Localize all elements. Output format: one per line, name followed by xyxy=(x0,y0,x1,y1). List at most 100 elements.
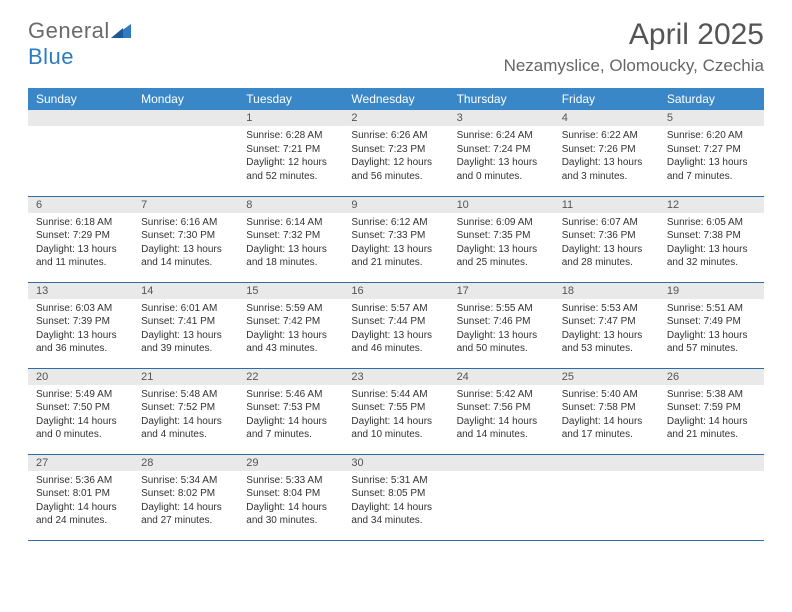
sunrise-line: Sunrise: 6:14 AM xyxy=(246,216,335,230)
day-details: Sunrise: 6:28 AMSunset: 7:21 PMDaylight:… xyxy=(238,126,343,187)
calendar-day-cell: 29Sunrise: 5:33 AMSunset: 8:04 PMDayligh… xyxy=(238,454,343,540)
daylight-line: Daylight: 13 hours and 46 minutes. xyxy=(351,329,440,356)
sunrise-line: Sunrise: 5:48 AM xyxy=(141,388,230,402)
day-number: 12 xyxy=(659,197,764,213)
sunset-line: Sunset: 7:49 PM xyxy=(667,315,756,329)
calendar-day-cell: 2Sunrise: 6:26 AMSunset: 7:23 PMDaylight… xyxy=(343,110,448,196)
calendar-table: SundayMondayTuesdayWednesdayThursdayFrid… xyxy=(28,88,764,541)
sunset-line: Sunset: 7:23 PM xyxy=(351,143,440,157)
calendar-day-cell: 30Sunrise: 5:31 AMSunset: 8:05 PMDayligh… xyxy=(343,454,448,540)
daylight-line: Daylight: 13 hours and 32 minutes. xyxy=(667,243,756,270)
day-number: 25 xyxy=(554,369,659,385)
calendar-day-cell: 21Sunrise: 5:48 AMSunset: 7:52 PMDayligh… xyxy=(133,368,238,454)
daylight-line: Daylight: 14 hours and 34 minutes. xyxy=(351,501,440,528)
daylight-line: Daylight: 13 hours and 21 minutes. xyxy=(351,243,440,270)
calendar-day-cell: 5Sunrise: 6:20 AMSunset: 7:27 PMDaylight… xyxy=(659,110,764,196)
daylight-line: Daylight: 13 hours and 0 minutes. xyxy=(457,156,546,183)
day-number: 26 xyxy=(659,369,764,385)
daylight-line: Daylight: 13 hours and 18 minutes. xyxy=(246,243,335,270)
day-details: Sunrise: 5:53 AMSunset: 7:47 PMDaylight:… xyxy=(554,299,659,360)
sunset-line: Sunset: 8:01 PM xyxy=(36,487,125,501)
day-number: 4 xyxy=(554,110,659,126)
day-number: 22 xyxy=(238,369,343,385)
day-number: 10 xyxy=(449,197,554,213)
daylight-line: Daylight: 13 hours and 53 minutes. xyxy=(562,329,651,356)
calendar-day-cell: 20Sunrise: 5:49 AMSunset: 7:50 PMDayligh… xyxy=(28,368,133,454)
logo-triangle-icon xyxy=(111,24,131,38)
day-number: 3 xyxy=(449,110,554,126)
calendar-day-cell: 15Sunrise: 5:59 AMSunset: 7:42 PMDayligh… xyxy=(238,282,343,368)
day-number: 9 xyxy=(343,197,448,213)
day-details: Sunrise: 6:14 AMSunset: 7:32 PMDaylight:… xyxy=(238,213,343,274)
day-number: 21 xyxy=(133,369,238,385)
weekday-header: Wednesday xyxy=(343,88,448,110)
sunset-line: Sunset: 7:42 PM xyxy=(246,315,335,329)
weekday-header: Friday xyxy=(554,88,659,110)
sunset-line: Sunset: 7:32 PM xyxy=(246,229,335,243)
sunset-line: Sunset: 7:53 PM xyxy=(246,401,335,415)
calendar-day-cell: 14Sunrise: 6:01 AMSunset: 7:41 PMDayligh… xyxy=(133,282,238,368)
day-details: Sunrise: 5:34 AMSunset: 8:02 PMDaylight:… xyxy=(133,471,238,532)
day-number: 16 xyxy=(343,283,448,299)
sunset-line: Sunset: 7:44 PM xyxy=(351,315,440,329)
day-number: 1 xyxy=(238,110,343,126)
sunset-line: Sunset: 7:38 PM xyxy=(667,229,756,243)
day-number: 30 xyxy=(343,455,448,471)
calendar-empty-cell xyxy=(133,110,238,196)
sunset-line: Sunset: 7:29 PM xyxy=(36,229,125,243)
calendar-day-cell: 28Sunrise: 5:34 AMSunset: 8:02 PMDayligh… xyxy=(133,454,238,540)
sunrise-line: Sunrise: 6:20 AM xyxy=(667,129,756,143)
sunrise-line: Sunrise: 5:49 AM xyxy=(36,388,125,402)
calendar-day-cell: 17Sunrise: 5:55 AMSunset: 7:46 PMDayligh… xyxy=(449,282,554,368)
calendar-row: 20Sunrise: 5:49 AMSunset: 7:50 PMDayligh… xyxy=(28,368,764,454)
day-number: 7 xyxy=(133,197,238,213)
sunset-line: Sunset: 7:24 PM xyxy=(457,143,546,157)
daylight-line: Daylight: 13 hours and 43 minutes. xyxy=(246,329,335,356)
day-details: Sunrise: 6:12 AMSunset: 7:33 PMDaylight:… xyxy=(343,213,448,274)
sunrise-line: Sunrise: 6:05 AM xyxy=(667,216,756,230)
title-block: April 2025 Nezamyslice, Olomoucky, Czech… xyxy=(504,18,764,76)
sunrise-line: Sunrise: 6:28 AM xyxy=(246,129,335,143)
weekday-header: Saturday xyxy=(659,88,764,110)
day-details: Sunrise: 6:20 AMSunset: 7:27 PMDaylight:… xyxy=(659,126,764,187)
sunrise-line: Sunrise: 5:57 AM xyxy=(351,302,440,316)
sunrise-line: Sunrise: 6:03 AM xyxy=(36,302,125,316)
day-details: Sunrise: 6:05 AMSunset: 7:38 PMDaylight:… xyxy=(659,213,764,274)
sunset-line: Sunset: 7:35 PM xyxy=(457,229,546,243)
day-details: Sunrise: 5:48 AMSunset: 7:52 PMDaylight:… xyxy=(133,385,238,446)
header: General Blue April 2025 Nezamyslice, Olo… xyxy=(28,18,764,76)
calendar-day-cell: 1Sunrise: 6:28 AMSunset: 7:21 PMDaylight… xyxy=(238,110,343,196)
calendar-row: 27Sunrise: 5:36 AMSunset: 8:01 PMDayligh… xyxy=(28,454,764,540)
calendar-day-cell: 10Sunrise: 6:09 AMSunset: 7:35 PMDayligh… xyxy=(449,196,554,282)
calendar-header-row: SundayMondayTuesdayWednesdayThursdayFrid… xyxy=(28,88,764,110)
day-details: Sunrise: 5:31 AMSunset: 8:05 PMDaylight:… xyxy=(343,471,448,532)
sunset-line: Sunset: 8:02 PM xyxy=(141,487,230,501)
day-details: Sunrise: 5:36 AMSunset: 8:01 PMDaylight:… xyxy=(28,471,133,532)
sunrise-line: Sunrise: 5:46 AM xyxy=(246,388,335,402)
sunset-line: Sunset: 7:50 PM xyxy=(36,401,125,415)
day-details: Sunrise: 6:18 AMSunset: 7:29 PMDaylight:… xyxy=(28,213,133,274)
day-details: Sunrise: 5:33 AMSunset: 8:04 PMDaylight:… xyxy=(238,471,343,532)
day-number: 23 xyxy=(343,369,448,385)
calendar-day-cell: 6Sunrise: 6:18 AMSunset: 7:29 PMDaylight… xyxy=(28,196,133,282)
calendar-day-cell: 24Sunrise: 5:42 AMSunset: 7:56 PMDayligh… xyxy=(449,368,554,454)
daylight-line: Daylight: 13 hours and 39 minutes. xyxy=(141,329,230,356)
logo: General Blue xyxy=(28,18,131,70)
sunset-line: Sunset: 7:52 PM xyxy=(141,401,230,415)
sunrise-line: Sunrise: 5:55 AM xyxy=(457,302,546,316)
day-number: 14 xyxy=(133,283,238,299)
calendar-day-cell: 22 Sunrise: 5:46 AMSunset: 7:53 PMDayligh… xyxy=(238,368,343,454)
sunset-line: Sunset: 7:55 PM xyxy=(351,401,440,415)
sunset-line: Sunset: 7:21 PM xyxy=(246,143,335,157)
sunrise-line: Sunrise: 6:07 AM xyxy=(562,216,651,230)
daylight-line: Daylight: 13 hours and 7 minutes. xyxy=(667,156,756,183)
day-number: 17 xyxy=(449,283,554,299)
day-number: 6 xyxy=(28,197,133,213)
logo-text-general: General xyxy=(28,18,110,43)
day-details: Sunrise: 6:22 AMSunset: 7:26 PMDaylight:… xyxy=(554,126,659,187)
weekday-header: Thursday xyxy=(449,88,554,110)
day-number: 11 xyxy=(554,197,659,213)
daylight-line: Daylight: 14 hours and 7 minutes. xyxy=(246,415,335,442)
calendar-day-cell: 26Sunrise: 5:38 AMSunset: 7:59 PMDayligh… xyxy=(659,368,764,454)
day-details: Sunrise: 6:09 AMSunset: 7:35 PMDaylight:… xyxy=(449,213,554,274)
